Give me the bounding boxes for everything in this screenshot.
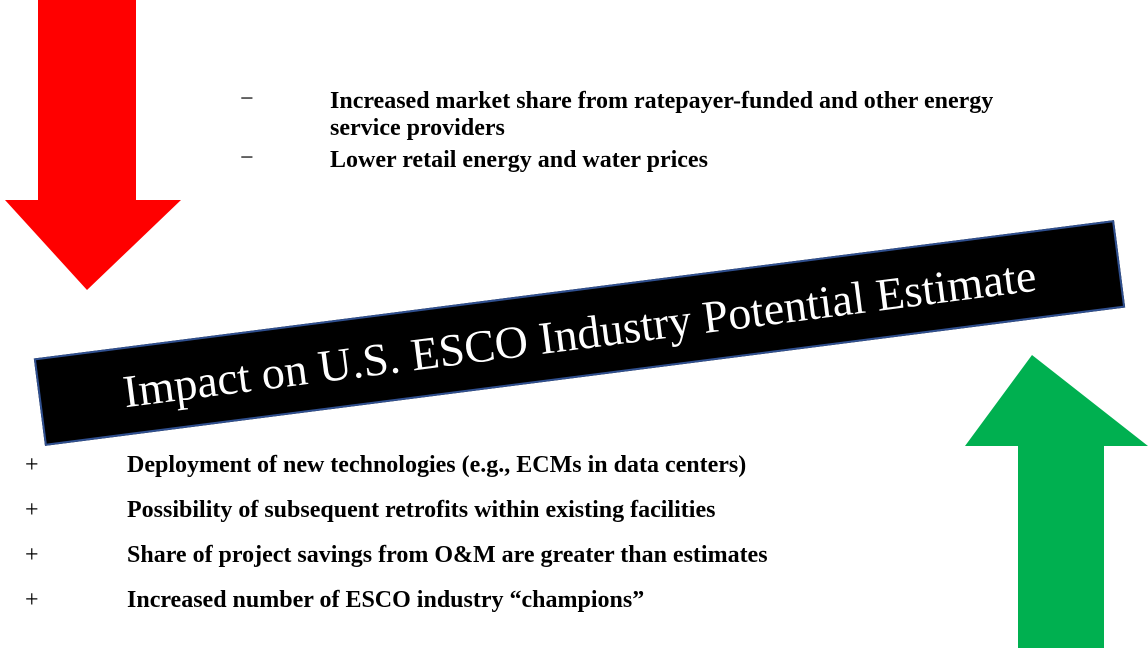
positive-item: Possibility of subsequent retrofits with… <box>127 497 716 523</box>
negative-item: Increased market share from ratepayer-fu… <box>330 88 994 141</box>
positive-item: Deployment of new technologies (e.g., EC… <box>127 452 747 478</box>
bullet-symbol: − <box>240 86 254 112</box>
bullet-symbol: − <box>240 145 254 171</box>
positive-item: Increased number of ESCO industry “champ… <box>127 587 645 613</box>
bullet-symbol: + <box>25 452 39 478</box>
bullet-symbol: + <box>25 542 39 568</box>
bullet-symbol: + <box>25 587 39 613</box>
up-arrow <box>965 355 1148 648</box>
bullet-symbol: + <box>25 497 39 523</box>
positive-item: Share of project savings from O&M are gr… <box>127 542 768 568</box>
down-arrow <box>5 0 181 290</box>
negative-item: Lower retail energy and water prices <box>330 147 708 173</box>
